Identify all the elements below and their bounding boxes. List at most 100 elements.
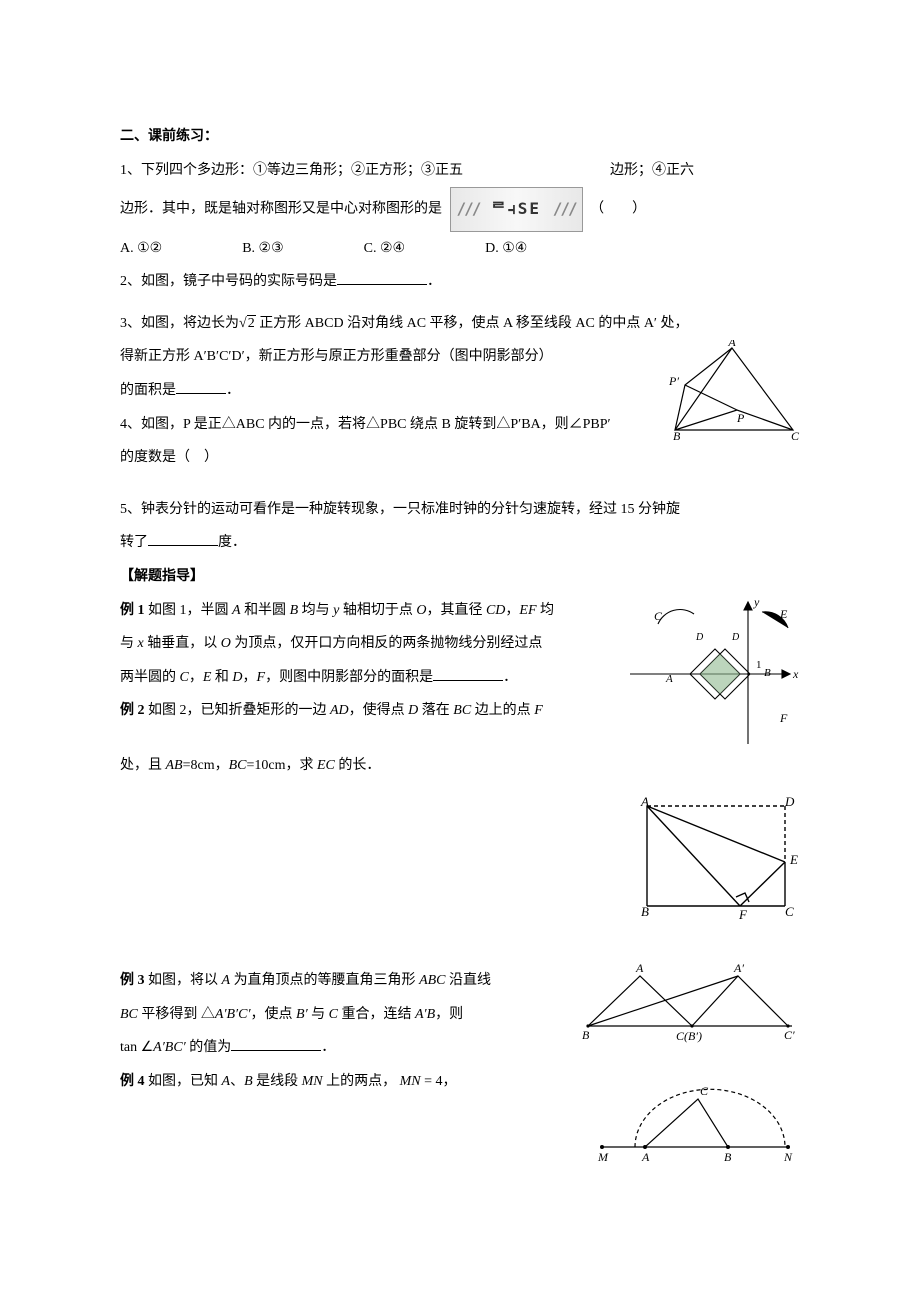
q3-d: 的面积是 [120,383,176,398]
svg-text:N: N [783,1150,793,1164]
mirror-figure: /// ᄅ⫞SE /// [450,187,583,231]
q5-blank [148,532,218,546]
svg-text:y: y [753,595,760,609]
ex4-eq-s: = [421,1074,436,1089]
ex1-t6: ， [505,603,519,618]
svg-text:F: F [779,711,788,725]
ex3-t9: 的值为 [186,1040,232,1055]
figure-q4-triangle: A B C P P′ [665,340,800,445]
ex1-A: A [232,603,241,618]
svg-text:P: P [736,411,745,425]
ex3-t2: 为直角顶点的等腰直角三角形 [230,973,419,988]
ex1-t10: 为顶点，仅开口方向相反的两条抛物线分别经过点 [231,636,543,651]
ex2-t1: 如图 2，已知折叠矩形的一边 [148,703,330,718]
ex2-t5: 处，且 [120,758,166,773]
q1: 1、下列四个多边形：①等边三角形；②正方形；③正五 边形；④正六 [120,154,800,188]
ex4-t3: 是线段 [253,1074,302,1089]
q1-text-b: 边形；④正六 [610,163,694,178]
q2: 2、如图，镜子中号码的实际号码是 ． [120,265,800,299]
ex1-t11: 两半圆的 [120,670,180,685]
svg-text:F: F [738,907,748,922]
ex4-A: A [222,1074,231,1089]
svg-text:D: D [695,632,704,643]
q3-b: 正方形 ABCD 沿对角线 AC 平移，使点 A 移至线段 AC 的中点 A′ … [256,316,689,331]
ex3-ang: A′BC′ [153,1040,186,1055]
svg-text:M: M [597,1150,609,1164]
svg-text:B: B [673,429,681,443]
svg-text:C(B′): C(B′) [676,1029,702,1043]
ex2-EC: EC [317,758,335,773]
svg-text:C′: C′ [784,1028,795,1042]
ex3-t7: 重合，连结 [338,1007,415,1022]
svg-text:x: x [792,667,799,681]
ex2-t2: ，使得点 [349,703,409,718]
q5-line2: 转了度． [120,526,800,560]
svg-text:D: D [784,794,795,809]
ex2-D: D [408,703,418,718]
ex1-t1: 如图 1，半圆 [148,603,232,618]
svg-text:E: E [779,607,788,621]
ex1-t4: 轴相切于点 [339,603,416,618]
q1-opt-d: D. ①④ [485,232,527,266]
svg-text:B: B [582,1028,590,1042]
q1-opt-b: B. ②③ [242,232,283,266]
q3-e: ． [226,383,240,398]
ex3-t5: ，使点 [251,1007,297,1022]
section-2-title: 二、课前练习： [120,120,800,154]
svg-text:A: A [665,673,673,685]
mirror-code: ᄅ⫞SE [491,199,541,218]
svg-text:A: A [727,340,736,349]
svg-text:A: A [641,1150,650,1164]
ex2-t6: 的长． [335,758,381,773]
svg-text:A′: A′ [733,964,744,975]
svg-text:D: D [731,632,740,643]
guide-title: 【解题指导】 [120,560,800,594]
ex1-t16: ． [503,670,517,685]
ex2-label: 例 2 [120,703,148,718]
ex2-t3: 落在 [418,703,453,718]
ex2-F: F [534,703,543,718]
ex1-t5: ，其直径 [426,603,486,618]
svg-text:E: E [789,852,798,867]
ex4-t5: ， [443,1074,457,1089]
ex4-t2: 、 [230,1074,244,1089]
ex1-blank [433,667,503,681]
ex4-MN: MN [302,1074,323,1089]
ex3-tan: tan ∠ [120,1040,153,1055]
ex2-AB: AB [166,758,183,773]
q3-blank [176,380,226,394]
svg-text:C: C [700,1084,709,1098]
ex3-blank [231,1037,321,1051]
figure-ex1: x y C E A B D D F 1 [630,594,800,749]
ex1-C: C [180,670,189,685]
ex1-CD: CD [486,603,505,618]
q3-sqrt-val: 2 [247,315,256,331]
q3-a: 3、如图，将边长为 [120,316,239,331]
ex1-t8: 与 [120,636,138,651]
figure-ex2: A B C D E F [635,794,800,924]
q2-text-a: 2、如图，镜子中号码的实际号码是 [120,274,337,289]
q3-sqrt: 2 [239,307,256,341]
ex1-F: F [257,670,266,685]
ex3-ABC: ABC [419,973,445,988]
figure-ex3: A A′ B C(B′) C′ [580,964,800,1044]
svg-text:C: C [785,904,794,919]
ex1-EF: EF [519,603,536,618]
q1-opt-c: C. ②④ [364,232,405,266]
ex1-D: D [232,670,242,685]
ex1-O2: O [221,636,231,651]
ex3-t4a: BC [120,1007,138,1022]
ex1-t12: ， [189,670,203,685]
ex3-t6: 与 [308,1007,329,1022]
svg-text:P′: P′ [668,374,679,388]
ex2-AD: AD [330,703,349,718]
q3-line1: 3、如图，将边长为 2 正方形 ABCD 沿对角线 AC 平移，使点 A 移至线段… [120,307,800,341]
ex4-B: B [244,1074,253,1089]
q2-text-b: ． [427,274,441,289]
svg-text:B: B [641,904,649,919]
q1-line2: 边形．其中，既是轴对称图形又是中心对称图形的是 /// ᄅ⫞SE /// （ ） [120,187,800,231]
ex3-C: C [329,1007,338,1022]
q5-b: 转了 [120,535,148,550]
ex4-eq-r: 4 [436,1074,443,1089]
q1-paren: （ ） [590,202,646,217]
